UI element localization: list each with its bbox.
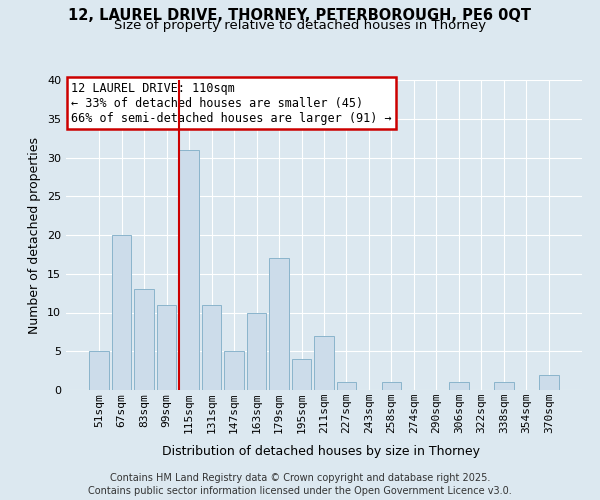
Bar bbox=[112, 235, 131, 390]
Bar bbox=[89, 351, 109, 390]
Bar bbox=[494, 382, 514, 390]
Bar bbox=[539, 374, 559, 390]
Bar bbox=[134, 289, 154, 390]
Text: Contains HM Land Registry data © Crown copyright and database right 2025.
Contai: Contains HM Land Registry data © Crown c… bbox=[88, 473, 512, 496]
Bar bbox=[157, 304, 176, 390]
Text: 12, LAUREL DRIVE, THORNEY, PETERBOROUGH, PE6 0QT: 12, LAUREL DRIVE, THORNEY, PETERBOROUGH,… bbox=[68, 8, 532, 22]
Text: Size of property relative to detached houses in Thorney: Size of property relative to detached ho… bbox=[114, 19, 486, 32]
Bar bbox=[224, 351, 244, 390]
Bar bbox=[382, 382, 401, 390]
Bar bbox=[269, 258, 289, 390]
Text: Distribution of detached houses by size in Thorney: Distribution of detached houses by size … bbox=[162, 444, 480, 458]
Bar bbox=[314, 336, 334, 390]
Bar bbox=[292, 359, 311, 390]
Y-axis label: Number of detached properties: Number of detached properties bbox=[28, 136, 41, 334]
Bar bbox=[247, 312, 266, 390]
Bar bbox=[449, 382, 469, 390]
Bar bbox=[202, 304, 221, 390]
Text: 12 LAUREL DRIVE: 110sqm
← 33% of detached houses are smaller (45)
66% of semi-de: 12 LAUREL DRIVE: 110sqm ← 33% of detache… bbox=[71, 82, 392, 124]
Bar bbox=[337, 382, 356, 390]
Bar bbox=[179, 150, 199, 390]
